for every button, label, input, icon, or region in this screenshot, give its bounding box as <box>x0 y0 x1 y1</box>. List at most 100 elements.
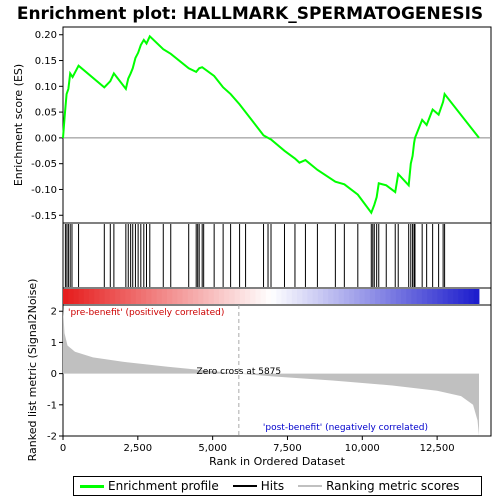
colorbar-cell <box>411 289 418 304</box>
rank-y-axis-label: Ranked list metric (Signal2Noise) <box>26 279 39 462</box>
enrichment-profile-line <box>62 34 480 215</box>
colorbar-cell <box>141 289 147 304</box>
x-axis-label: Rank in Ordered Dataset <box>209 455 346 468</box>
legend-hits: Hits <box>232 479 285 493</box>
es-y-tick-label: 0.15 <box>35 56 57 67</box>
negative-correlation-label: 'post-benefit' (negatively correlated) <box>263 423 428 433</box>
colorbar-cell <box>349 289 355 304</box>
colorbar-cell <box>146 289 152 304</box>
colorbar-cell <box>427 289 433 304</box>
colorbar-cell <box>94 289 100 304</box>
legend-enrichment-profile: Enrichment profile <box>80 479 219 493</box>
colorbar-cell <box>286 289 293 304</box>
colorbar-cell <box>229 289 236 304</box>
colorbar-cell <box>281 289 288 304</box>
x-tick-label: 0 <box>60 443 66 454</box>
colorbar-cell <box>250 289 256 304</box>
legend-hits-label: Hits <box>260 479 285 493</box>
colorbar-cell <box>219 289 225 304</box>
colorbar-cell <box>245 289 251 304</box>
rank-colorbar <box>62 287 492 306</box>
es-y-tick-label: -0.15 <box>31 211 57 222</box>
colorbar-cell <box>135 289 142 304</box>
colorbar-cell <box>203 289 210 304</box>
colorbar-cell <box>78 289 85 304</box>
rank-y-tick-label: 2 <box>51 307 57 318</box>
colorbar-cell <box>161 289 168 304</box>
x-tick-label: 10,000 <box>345 443 380 454</box>
x-tick-label: 5,000 <box>198 443 227 454</box>
colorbar-cell <box>421 289 428 304</box>
colorbar-cell <box>63 289 69 304</box>
legend-ranking-label: Ranking metric scores <box>326 479 460 493</box>
colorbar-cell <box>312 289 319 304</box>
rank-panel: -2 -1 0 1 2 'pre-benefit' (positively correl… <box>26 279 492 462</box>
hits-panel <box>62 222 492 289</box>
es-panel: -0.15 -0.10 -0.05 0.00 0.05 0.10 0.15 0.20 Enri… <box>12 26 492 224</box>
colorbar-cell <box>260 289 267 304</box>
x-axis: 0 2,500 5,000 7,500 10,000 12,500 <box>60 436 455 454</box>
rank-y-tick-label: 1 <box>51 338 57 349</box>
colorbar-cell <box>380 289 386 304</box>
legend-enrichment-label: Enrichment profile <box>108 479 219 493</box>
colorbar-cell <box>193 289 199 304</box>
colorbar-cell <box>432 289 438 304</box>
rank-y-tick-label: -1 <box>47 400 57 411</box>
colorbar-cell <box>395 289 402 304</box>
colorbar-cell <box>323 289 329 304</box>
es-y-tick-label: 0.10 <box>35 82 57 93</box>
colorbar-cell <box>276 289 282 304</box>
colorbar-cell <box>390 289 397 304</box>
colorbar-cell <box>224 289 230 304</box>
colorbar-cell <box>265 289 272 304</box>
legend-green-line-swatch <box>80 484 104 488</box>
x-tick-label: 7,500 <box>273 443 302 454</box>
colorbar-cell <box>234 289 241 304</box>
rank-y-tick-label: 0 <box>51 369 57 380</box>
colorbar-cell <box>291 289 298 304</box>
colorbar-cell <box>68 289 74 304</box>
colorbar-cell <box>89 289 95 304</box>
colorbar-cell <box>167 289 173 304</box>
colorbar-cell <box>333 289 340 304</box>
colorbar-cell <box>198 289 204 304</box>
rank-y-tick-label: -2 <box>47 432 57 443</box>
positive-correlation-label: 'pre-benefit' (positively correlated) <box>68 308 224 318</box>
colorbar-cell <box>354 289 360 304</box>
rank-y-axis: -2 -1 0 1 2 <box>47 307 63 443</box>
colorbar-cell <box>271 289 277 304</box>
chart-title: Enrichment plot: HALLMARK_SPERMATOGENESI… <box>17 4 483 24</box>
colorbar-cell <box>83 289 90 304</box>
colorbar-cell <box>447 289 454 304</box>
colorbar-cell <box>406 289 412 304</box>
colorbar-cell <box>297 289 303 304</box>
hits-panel-frame <box>62 222 492 289</box>
es-y-tick-label: 0.05 <box>35 108 57 119</box>
colorbar-cell <box>125 289 132 304</box>
ranking-metric-area <box>63 308 480 436</box>
colorbar-cell <box>458 289 464 304</box>
colorbar-cell <box>302 289 308 304</box>
colorbar-cell <box>473 289 480 304</box>
es-y-tick-label: 0.20 <box>35 30 57 41</box>
colorbar-cell <box>99 289 106 304</box>
colorbar-cell <box>437 289 444 304</box>
colorbar-cell <box>468 289 475 304</box>
legend-black-line-swatch <box>232 485 257 487</box>
hit-marks <box>64 224 446 287</box>
colorbar-cell <box>115 289 121 304</box>
zero-cross-label: Zero cross at 5875 <box>197 367 282 377</box>
colorbar-cell <box>338 289 345 304</box>
colorbar-cell <box>307 289 314 304</box>
colorbar-cell <box>317 289 324 304</box>
colorbar-cell <box>187 289 194 304</box>
colorbar-cell <box>343 289 350 304</box>
colorbar-cell <box>359 289 366 304</box>
colorbar-cell <box>120 289 126 304</box>
es-y-axis-label: Enrichment score (ES) <box>12 64 25 186</box>
colorbar-cell <box>182 289 189 304</box>
colorbar-cell <box>151 289 158 304</box>
x-tick-label: 12,500 <box>420 443 455 454</box>
colorbar-cell <box>369 289 376 304</box>
